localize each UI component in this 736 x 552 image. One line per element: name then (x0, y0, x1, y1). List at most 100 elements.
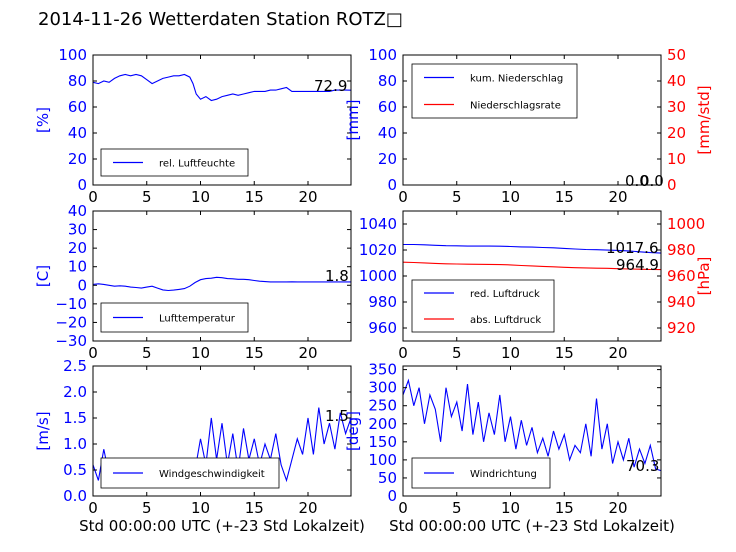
y-tick-label: 20 (68, 150, 87, 168)
value-annotation: 1.5 (325, 407, 349, 425)
legend: Windrichtung (411, 457, 551, 489)
y-tick-label: −10 (55, 295, 87, 313)
page-title: 2014-11-26 Wetterdaten Station ROTZ□ (38, 9, 403, 30)
y-tick-label: 150 (368, 433, 397, 451)
legend-label: Lufttemperatur (159, 314, 236, 325)
y-tick-label: 40 (378, 124, 397, 142)
y-tick-label: 0.0 (63, 487, 87, 505)
x-tick-label: 10 (191, 499, 210, 517)
y-axis-label: [C] (34, 265, 52, 287)
y-tick-label: 60 (378, 98, 397, 116)
series-line (92, 73, 352, 102)
x-tick-label: 5 (452, 499, 462, 517)
legend-label: red. Luftdruck (470, 289, 540, 300)
series-line (402, 378, 662, 472)
x-tick-label: 20 (298, 499, 317, 517)
y-tick-label: 30 (68, 221, 87, 239)
y-right-tick-label: 920 (667, 319, 696, 337)
y-tick-label: 80 (378, 72, 397, 90)
x-tick-label: 10 (191, 344, 210, 362)
y-tick-label: 1020 (359, 241, 397, 259)
y-tick-label: 1.0 (63, 435, 87, 453)
legend-box (411, 279, 555, 333)
x-tick-label: 15 (555, 188, 574, 206)
legend-label: rel. Luftfeuchte (159, 159, 235, 170)
y-tick-label: 2.0 (63, 383, 87, 401)
x-tick-label: 0 (398, 499, 408, 517)
y-right-tick-label: 960 (667, 267, 696, 285)
legend-label: Windrichtung (470, 469, 537, 480)
y-tick-label: 40 (68, 202, 87, 220)
y-right-tick-label: 1000 (667, 215, 705, 233)
y-right-axis-label: [hPa] (695, 257, 713, 296)
series-line (402, 261, 662, 271)
x-tick-label: 5 (452, 344, 462, 362)
x-axis-label: Std 00:00:00 UTC (+-23 Std Lokalzeit) (79, 517, 365, 535)
y-tick-label: 1040 (359, 215, 397, 233)
y-tick-label: 0 (77, 176, 87, 194)
value-annotation: 0.0 (640, 172, 664, 190)
y-right-tick-label: 20 (667, 124, 686, 142)
y-tick-label: 80 (68, 72, 87, 90)
y-axis-label: [mm] (344, 100, 362, 141)
y-tick-label: 100 (368, 46, 397, 64)
y-tick-label: 100 (58, 46, 87, 64)
y-tick-label: 100 (368, 451, 397, 469)
y-tick-label: −30 (55, 332, 87, 350)
y-axis-label: [%] (34, 107, 52, 133)
y-right-tick-label: 30 (667, 98, 686, 116)
value-annotation: 964.9 (616, 256, 659, 274)
value-annotation: 72.9 (314, 77, 347, 95)
legend: Windgeschwindigkeit (100, 457, 280, 489)
x-tick-label: 5 (142, 499, 152, 517)
y-right-tick-label: 10 (667, 150, 686, 168)
y-right-tick-label: 980 (667, 241, 696, 259)
y-axis-label: [m/s] (34, 411, 52, 450)
plot-frame (92, 365, 352, 497)
x-tick-label: 10 (501, 499, 520, 517)
legend: kum. Niederschlag Niederschlagsrate (411, 63, 578, 119)
x-tick-label: 10 (501, 344, 520, 362)
x-tick-label: 15 (555, 499, 574, 517)
y-tick-label: 20 (378, 150, 397, 168)
y-right-axis-label: [mm/std] (695, 85, 713, 154)
legend: Lufttemperatur (100, 302, 249, 333)
x-tick-label: 0 (398, 344, 408, 362)
chart-panel-3: 0 5 10 15 20−30−20−10010203040[C]Lufttempera… (34, 202, 352, 362)
y-axis-label: [deg] (344, 411, 362, 451)
y-right-tick-label: 0 (667, 176, 677, 194)
y-tick-label: 350 (368, 361, 397, 379)
value-annotation: 1017.6 (606, 239, 659, 257)
y-tick-label: 200 (368, 415, 397, 433)
y-tick-label: 0.5 (63, 461, 87, 479)
y-tick-label: 0 (387, 487, 397, 505)
chart-panel-1: 0 5 10 15 20 0 20 40 60 80 100 [%] rel. Luftfeuchte 7… (34, 46, 352, 206)
chart-panel-2: 0 5 10 15 20 0 20 40 60 80 100 0 10 20 30 40 50 [mm] [mm/s… (344, 46, 713, 206)
legend: red. Luftdruck abs. Luftdruck (411, 279, 555, 333)
x-axis-label: Std 00:00:00 UTC (+-23 Std Lokalzeit) (389, 517, 675, 535)
x-tick-label: 20 (608, 499, 627, 517)
x-tick-label: 0 (398, 188, 408, 206)
x-tick-label: 15 (245, 499, 264, 517)
y-tick-label: 250 (368, 397, 397, 415)
y-tick-label: 50 (378, 469, 397, 487)
y-tick-label: 0 (387, 176, 397, 194)
x-tick-label: 0 (88, 499, 98, 517)
y-tick-label: 60 (68, 98, 87, 116)
y-tick-label: 20 (68, 239, 87, 257)
x-tick-label: 0 (88, 188, 98, 206)
legend-label: abs. Luftdruck (470, 315, 541, 326)
legend-label: Windgeschwindigkeit (159, 469, 265, 480)
plot-frame (402, 365, 662, 497)
legend-box (411, 63, 578, 119)
y-tick-label: 2.5 (63, 357, 87, 375)
x-tick-label: 20 (298, 344, 317, 362)
x-tick-label: 20 (608, 344, 627, 362)
y-tick-label: −20 (55, 313, 87, 331)
y-tick-label: 1000 (359, 267, 397, 285)
y-tick-label: 40 (68, 124, 87, 142)
y-right-tick-label: 940 (667, 293, 696, 311)
plot-frame (92, 54, 352, 186)
x-tick-label: 5 (142, 344, 152, 362)
